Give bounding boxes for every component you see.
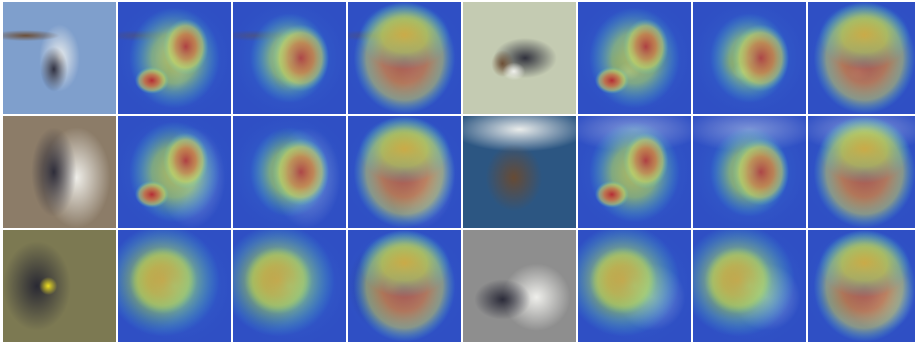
heat-cool xyxy=(693,2,806,114)
photo-region xyxy=(463,116,576,152)
heat-cool xyxy=(808,2,915,114)
image-tile xyxy=(693,230,806,342)
image-tile xyxy=(233,2,346,114)
photo-region xyxy=(3,241,71,331)
image-tile xyxy=(808,116,915,228)
heat-cool xyxy=(118,2,231,114)
image-tile xyxy=(348,2,461,114)
heat-cool xyxy=(808,230,915,342)
photo-region xyxy=(485,144,543,212)
image-tile xyxy=(348,230,461,342)
heat-cool xyxy=(233,2,346,114)
heat-cool xyxy=(118,116,231,228)
heat-cool xyxy=(348,116,461,228)
image-tile xyxy=(463,230,576,342)
image-tile xyxy=(3,230,116,342)
image-tile xyxy=(3,116,116,228)
image-tile xyxy=(233,230,346,342)
heat-cool xyxy=(118,230,231,342)
heat-cool xyxy=(578,2,691,114)
image-tile xyxy=(118,230,231,342)
heat-cool xyxy=(578,116,691,228)
photo-region xyxy=(3,30,60,42)
image-tile xyxy=(463,116,576,228)
image-tile xyxy=(578,2,691,114)
heat-cool xyxy=(693,116,806,228)
heat-cool xyxy=(233,230,346,342)
image-tile xyxy=(463,2,576,114)
photo-region xyxy=(39,277,58,295)
photo-region xyxy=(474,279,531,320)
image-tile xyxy=(693,2,806,114)
image-tile xyxy=(233,116,346,228)
image-tile xyxy=(578,116,691,228)
image-tile xyxy=(578,230,691,342)
heat-cool xyxy=(578,230,691,342)
photo-region xyxy=(40,46,68,92)
heat-cool xyxy=(233,116,346,228)
image-tile xyxy=(693,116,806,228)
photo-region xyxy=(31,127,77,217)
heat-cool xyxy=(808,116,915,228)
heat-cool xyxy=(348,230,461,342)
image-tile xyxy=(808,230,915,342)
heat-cool xyxy=(348,2,461,114)
photo-region xyxy=(502,62,526,81)
image-tile xyxy=(808,2,915,114)
image-tile xyxy=(348,116,461,228)
image-tile xyxy=(3,2,116,114)
image-tile xyxy=(118,2,231,114)
image-tile xyxy=(118,116,231,228)
heat-cool xyxy=(693,230,806,342)
